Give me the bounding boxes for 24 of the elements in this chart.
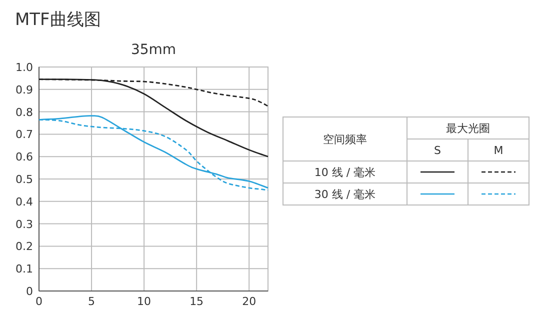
chart-subtitle: 35mm: [130, 42, 176, 58]
text: S: [434, 144, 442, 157]
y-tick-label: 0.2: [16, 240, 33, 254]
y-tick-label: 0.8: [16, 106, 33, 119]
text: 30 线 / 毫米: [314, 188, 376, 201]
chart-title: MTF曲线图: [15, 10, 101, 30]
text: 最大光圈: [446, 122, 490, 135]
x-tick-label: 0: [36, 295, 42, 308]
text: M: [494, 144, 504, 157]
x-tick-label: 15: [190, 295, 204, 308]
x-tick-label: 20: [242, 295, 256, 308]
y-tick-label: 0.9: [16, 83, 33, 96]
y-tick-label: 0.5: [16, 173, 33, 186]
x-tick-label: 5: [88, 295, 96, 308]
y-tick-label: 0.6: [16, 150, 33, 164]
text: 10 线 / 毫米: [314, 166, 376, 179]
x-tick-label: 10: [137, 295, 152, 308]
y-tick-label: 0.1: [16, 262, 33, 276]
y-tick-label: 0.4: [16, 195, 33, 208]
legend-title: 空间频率: [323, 133, 367, 146]
y-tick-label: 0.7: [16, 128, 33, 142]
y-tick-label: 1.0: [16, 61, 33, 74]
y-tick-label: 0.3: [16, 218, 33, 231]
y-tick-label: 0: [26, 285, 33, 298]
